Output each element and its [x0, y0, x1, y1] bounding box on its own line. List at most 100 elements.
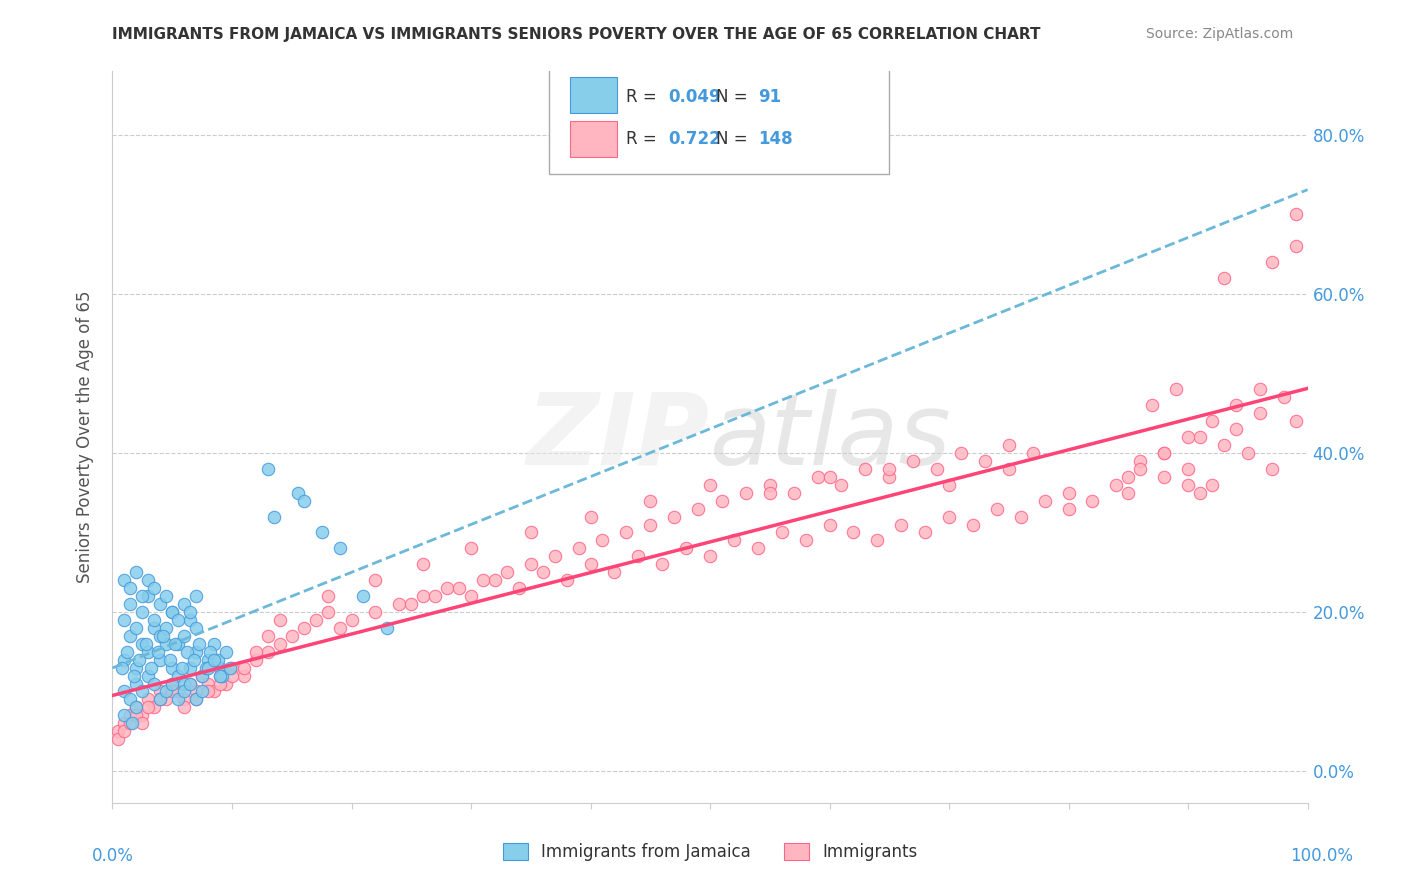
Point: [143, 700, 166, 714]
Point: [340, 613, 363, 627]
Point: [412, 589, 434, 603]
Point: [155, 692, 177, 706]
Point: [200, 645, 222, 659]
Point: [125, 700, 148, 714]
Point: [1022, 446, 1045, 460]
Text: IMMIGRANTS FROM JAMAICA VS IMMIGRANTS SENIORS POVERTY OVER THE AGE OF 65 CORRELA: IMMIGRANTS FROM JAMAICA VS IMMIGRANTS SE…: [112, 27, 1040, 42]
Point: [183, 653, 205, 667]
Point: [879, 462, 901, 476]
Point: [1285, 207, 1308, 221]
Point: [209, 668, 232, 682]
Point: [131, 708, 153, 723]
Point: [651, 558, 673, 572]
Point: [202, 684, 225, 698]
Point: [149, 692, 172, 706]
Legend: Immigrants from Jamaica, Immigrants: Immigrants from Jamaica, Immigrants: [496, 836, 924, 868]
Point: [520, 558, 543, 572]
Point: [149, 629, 172, 643]
Point: [292, 493, 315, 508]
Point: [186, 692, 208, 706]
Point: [186, 621, 208, 635]
Point: [603, 566, 626, 580]
Text: 148: 148: [758, 129, 793, 148]
Point: [233, 660, 256, 674]
Point: [173, 597, 195, 611]
Point: [794, 533, 817, 548]
Point: [759, 485, 782, 500]
Point: [962, 517, 984, 532]
Point: [1225, 422, 1247, 436]
Point: [120, 708, 142, 723]
Point: [1153, 446, 1175, 460]
Point: [699, 549, 721, 564]
Point: [179, 676, 201, 690]
Point: [138, 692, 160, 706]
Point: [735, 485, 758, 500]
Point: [1081, 493, 1104, 508]
Point: [1129, 454, 1152, 468]
Point: [592, 533, 614, 548]
Point: [263, 509, 285, 524]
Point: [131, 589, 153, 603]
Point: [377, 621, 399, 635]
Point: [107, 724, 129, 739]
Point: [149, 692, 172, 706]
Point: [1057, 485, 1080, 500]
Point: [221, 660, 243, 674]
Point: [176, 645, 198, 659]
Point: [269, 613, 291, 627]
Point: [1105, 477, 1128, 491]
Point: [179, 613, 201, 627]
Text: N =: N =: [716, 88, 752, 106]
Point: [114, 708, 135, 723]
Point: [167, 668, 190, 682]
Point: [120, 716, 142, 731]
Point: [579, 509, 602, 524]
Point: [269, 637, 291, 651]
Point: [114, 684, 135, 698]
Point: [914, 525, 936, 540]
Point: [125, 700, 148, 714]
Point: [191, 684, 214, 698]
Point: [640, 493, 662, 508]
Point: [818, 517, 841, 532]
Point: [194, 660, 217, 674]
Point: [1225, 398, 1247, 412]
Point: [287, 485, 309, 500]
Point: [388, 597, 411, 611]
Point: [257, 645, 280, 659]
FancyBboxPatch shape: [571, 78, 617, 113]
Text: R =: R =: [627, 129, 662, 148]
Point: [125, 566, 148, 580]
Point: [998, 438, 1021, 452]
Point: [173, 629, 195, 643]
Point: [903, 454, 925, 468]
Point: [531, 566, 554, 580]
Text: 100.0%: 100.0%: [1291, 847, 1353, 865]
Point: [186, 692, 208, 706]
Point: [179, 676, 201, 690]
Point: [1189, 430, 1212, 444]
Point: [401, 597, 423, 611]
Point: [138, 700, 160, 714]
Point: [1285, 414, 1308, 428]
Point: [221, 668, 243, 682]
Point: [162, 605, 183, 619]
Point: [364, 573, 387, 587]
Text: atlas: atlas: [710, 389, 952, 485]
Point: [329, 541, 352, 556]
Point: [162, 684, 183, 698]
Point: [412, 558, 434, 572]
Point: [496, 566, 519, 580]
Point: [1153, 446, 1175, 460]
Point: [131, 637, 153, 651]
Point: [1177, 477, 1199, 491]
Point: [1272, 390, 1295, 404]
Point: [202, 653, 225, 667]
Point: [121, 716, 143, 731]
Point: [135, 637, 157, 651]
Point: [664, 509, 686, 524]
Text: 0.722: 0.722: [668, 129, 721, 148]
Point: [1057, 501, 1080, 516]
Point: [245, 653, 267, 667]
